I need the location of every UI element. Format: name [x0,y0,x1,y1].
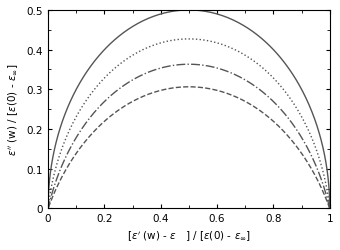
X-axis label: [$\varepsilon^{\prime}$ (w) - $\varepsilon$   ] / [$\varepsilon$(0) - $\varepsil: [$\varepsilon^{\prime}$ (w) - $\varepsil… [127,229,251,243]
Y-axis label: $\varepsilon^{\prime\prime}$ (w) / [$\varepsilon$(0) - $\varepsilon_{\infty}$]: $\varepsilon^{\prime\prime}$ (w) / [$\va… [7,64,21,156]
